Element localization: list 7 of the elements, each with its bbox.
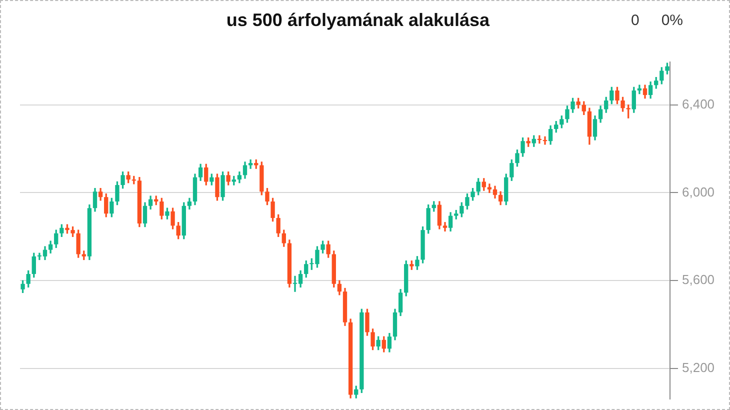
text: 0%	[661, 12, 684, 29]
y-tick-label: 6,400	[682, 96, 715, 112]
y-tick-label: 5,200	[682, 360, 715, 376]
y-tick-label: 6,000	[682, 184, 715, 200]
text: 0	[631, 12, 640, 29]
chart-title: us 500 árfolyamának alakulása	[226, 10, 490, 30]
y-tick-label: 5,600	[682, 272, 715, 288]
